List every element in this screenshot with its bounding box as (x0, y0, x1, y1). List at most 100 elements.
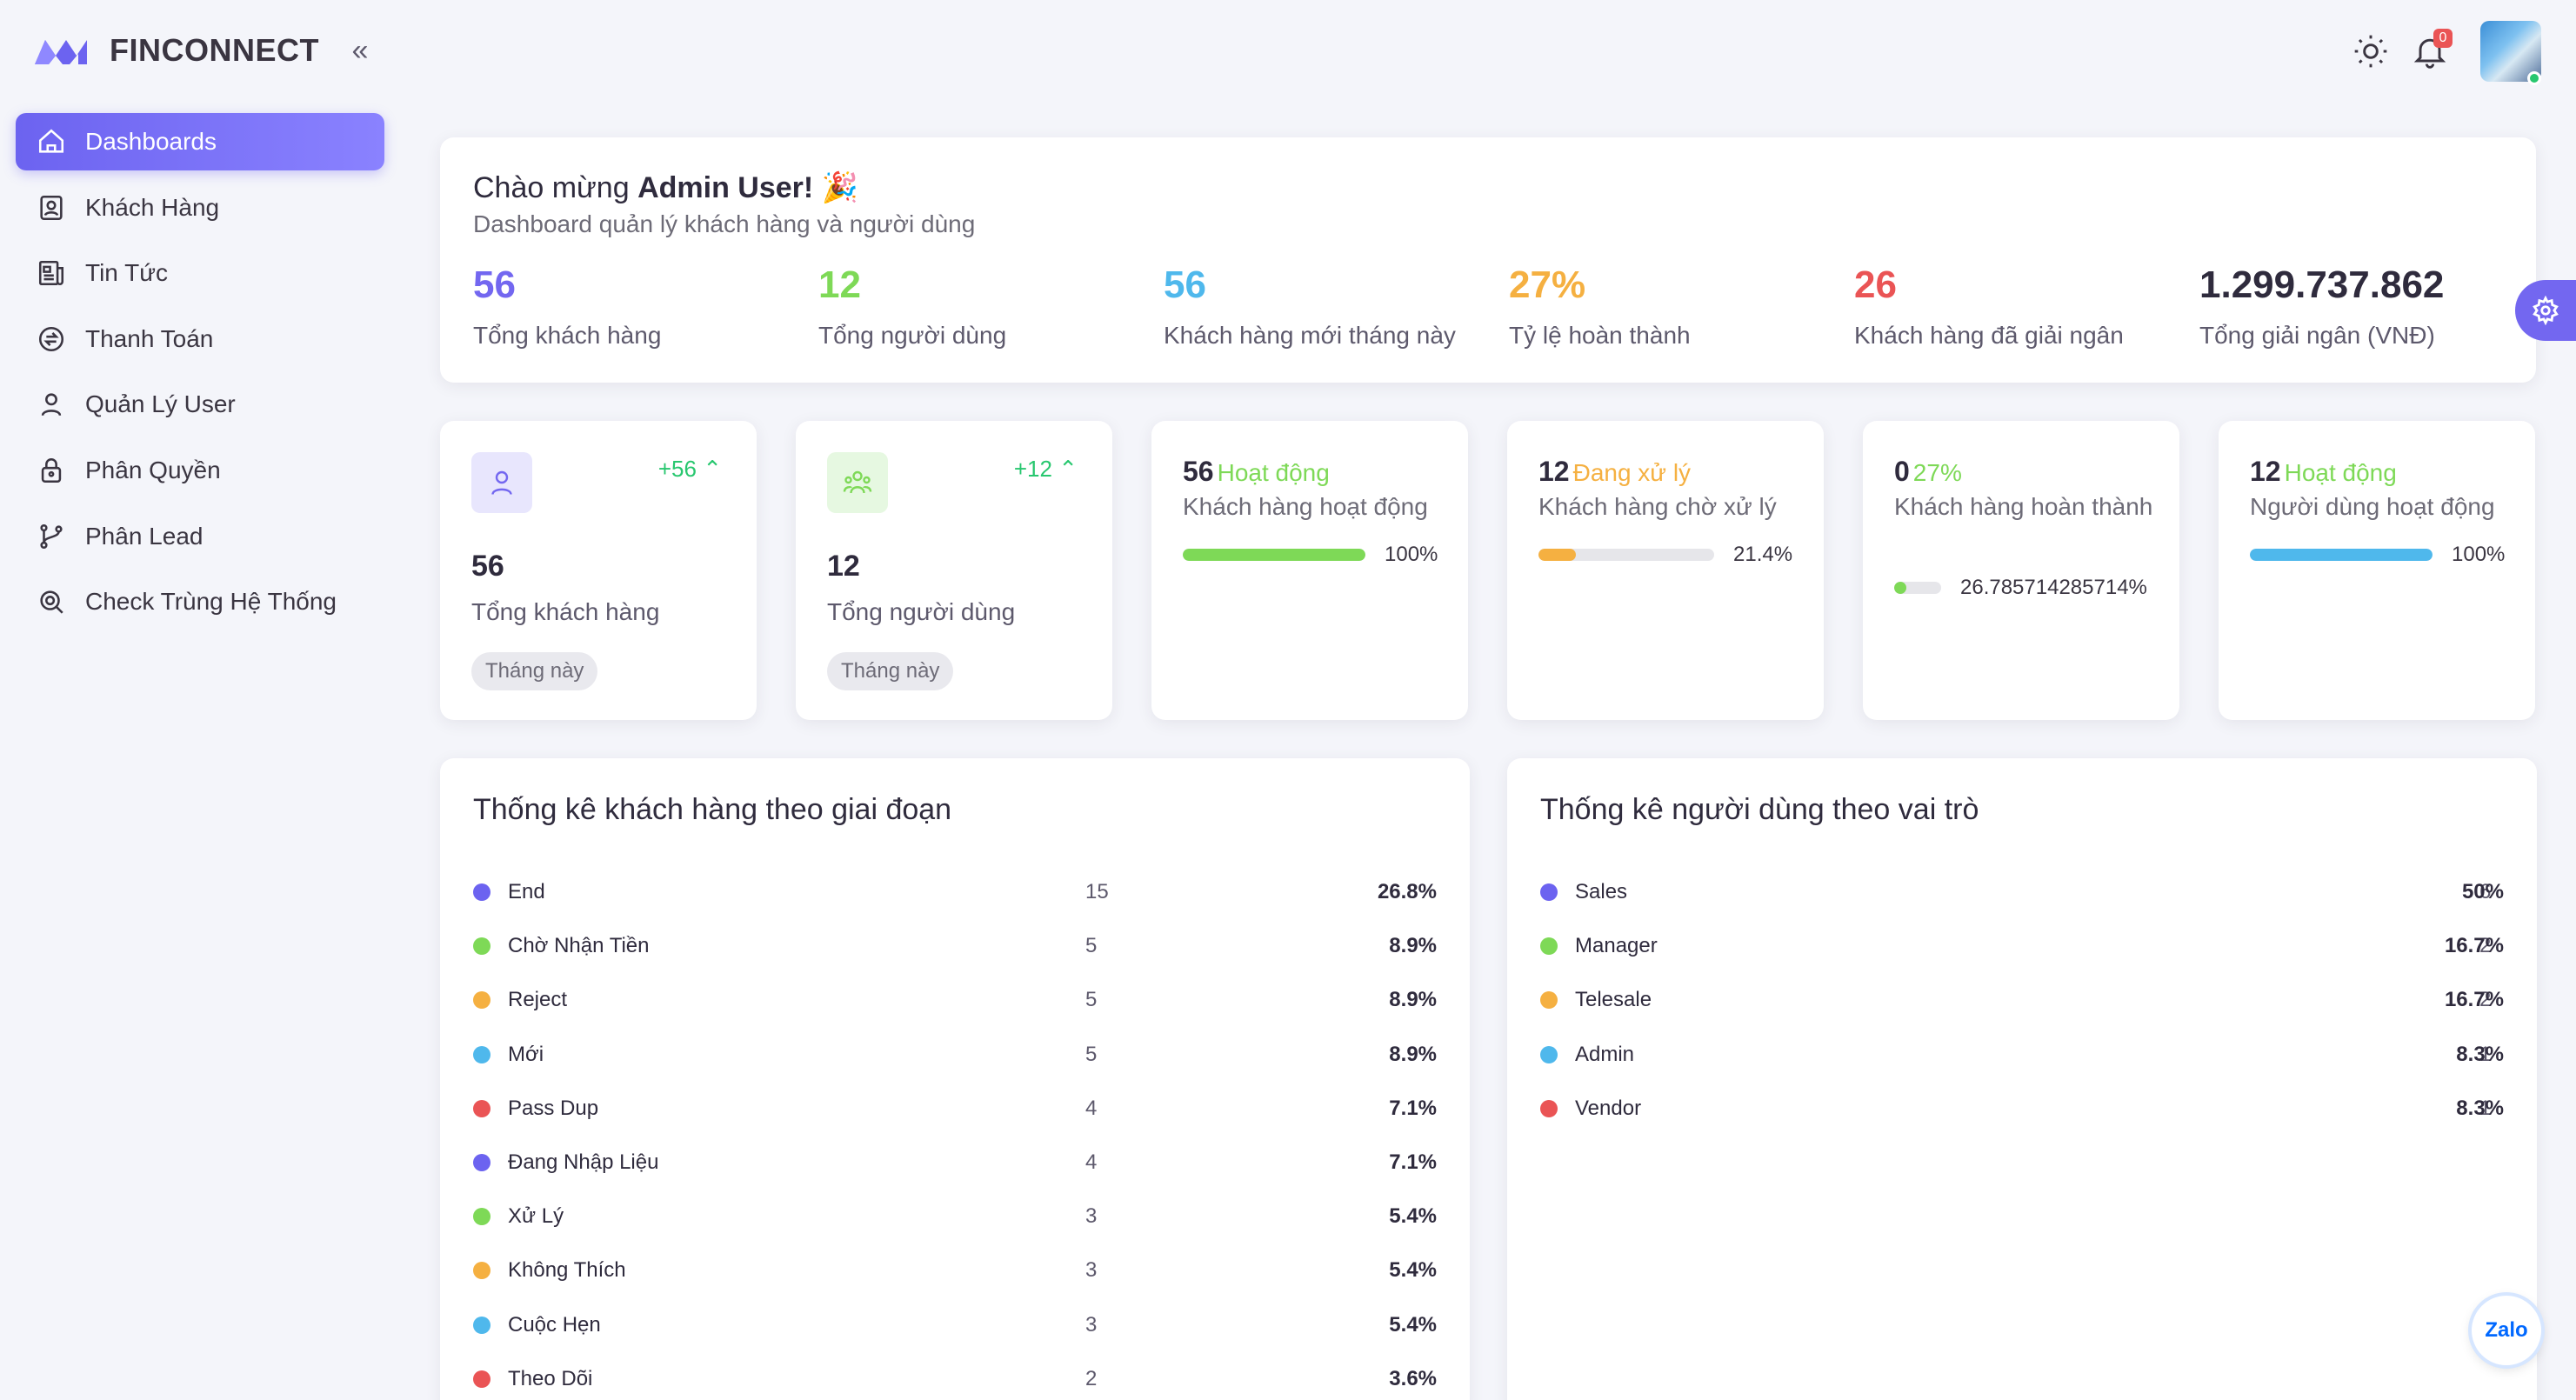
list-item-name: End (508, 880, 545, 903)
progress-label: Khách hàng hoàn thành (1894, 493, 2153, 520)
progress-percent: 100% (1385, 543, 1438, 566)
settings-button[interactable] (2515, 280, 2576, 341)
progress-bar (2250, 549, 2433, 561)
progress-percent: 100% (2452, 543, 2506, 566)
topbar-actions: 0 (2331, 21, 2541, 85)
sidebar-item-tin-tuc[interactable]: Tin Tức (16, 244, 384, 302)
welcome-card: Chào mừng Admin User! 🎉 Dashboard quản l… (440, 137, 2536, 383)
list-item-percent: 5.4% (1389, 1204, 1437, 1229)
list-item-count: 4 (1085, 1096, 1098, 1120)
stat-label: Tổng khách hàng (471, 598, 660, 625)
legend-dot (473, 1208, 491, 1226)
sidebar-item-label: Phân Lead (85, 522, 204, 550)
progress-status: Đang xử lý (1572, 459, 1692, 486)
sidebar-item-label: Quản Lý User (85, 390, 236, 418)
list-item-name: Sales (1575, 880, 1628, 903)
list-item-count: 5 (1085, 988, 1098, 1012)
brand[interactable]: FINCONNECT (31, 24, 319, 77)
list-item: Xử Lý 3 5.4% (473, 1199, 1437, 1234)
id-card-icon (40, 195, 63, 220)
trend-indicator: +56 ⌃ (657, 456, 722, 482)
progress-count: 0 (1894, 456, 1910, 487)
list-item-percent: 3.6% (1389, 1366, 1437, 1390)
kpi-total-users: 12 Tổng người dùng (818, 263, 1007, 350)
list-item-percent: 16.7% (2444, 934, 2504, 958)
list-item-count: 2 (2479, 988, 2492, 1012)
list-item-count: 1 (2479, 1042, 2492, 1066)
list-item-name: Cuộc Hẹn (508, 1312, 601, 1337)
chevron-up-icon: ⌃ (703, 456, 722, 482)
progress-status: Hoạt động (2284, 459, 2397, 486)
home-icon (38, 129, 64, 153)
list-item: Đang Nhập Liệu 4 7.1% (473, 1145, 1437, 1180)
list-item: Theo Dõi 2 3.6% (473, 1362, 1437, 1397)
avatar[interactable] (2480, 21, 2541, 85)
list-item-name: Pass Dup (508, 1096, 599, 1120)
legend-dot (1540, 991, 1558, 1010)
list-item-percent: 50% (2461, 880, 2504, 903)
list-item: End 15 26.8% (473, 875, 1437, 910)
stage-stats-card: Thống kê khách hàng theo giai đoạn End 15… (440, 758, 1470, 1400)
stat-card-users: +12 ⌃ 12 Tổng người dùng Tháng này (796, 421, 1112, 720)
search-check-icon (40, 590, 63, 614)
trend-indicator: +12 ⌃ (1013, 456, 1078, 482)
progress-count: 12 (1538, 456, 1570, 487)
kpi-row: 56 Tổng khách hàng 12 Tổng người dùng 56 Kh… (473, 266, 2545, 350)
sidebar-item-phan-quyen[interactable]: Phân Quyền (16, 442, 384, 499)
progress-label: Người dùng hoạt động (2250, 493, 2495, 520)
list-item: Telesale 2 16.7% (1540, 983, 2504, 1017)
progress-bar (1183, 549, 1365, 561)
gear-icon (2533, 296, 2559, 325)
users-group-icon (827, 452, 888, 513)
list-item: Mới 5 8.9% (473, 1037, 1437, 1072)
progress-percent: 21.4% (1733, 543, 1793, 566)
list-item-name: Admin (1575, 1042, 1635, 1066)
collapse-sidebar-icon[interactable]: « (351, 34, 369, 67)
legend-dot (473, 1370, 491, 1388)
stat-card-customers: +56 ⌃ 56 Tổng khách hàng Tháng này (440, 421, 757, 720)
sidebar-item-thanh-toan[interactable]: Thanh Toán (16, 310, 384, 368)
list-item-count: 2 (1085, 1366, 1098, 1390)
list-item-count: 6 (2479, 880, 2492, 903)
theme-toggle-icon[interactable] (2352, 32, 2390, 70)
sidebar-item-phan-lead[interactable]: Phân Lead (16, 508, 384, 565)
progress-card-active-customers: 56 Hoạt động Khách hàng hoạt động 100% (1151, 421, 1468, 720)
role-stats-card: Thống kê người dùng theo vai trò Sales 6 5… (1507, 758, 2537, 1400)
list-item-name: Manager (1575, 934, 1658, 958)
legend-dot (473, 937, 491, 956)
sidebar-item-label: Khách Hàng (85, 193, 220, 221)
list-item-percent: 5.4% (1389, 1312, 1437, 1337)
sidebar-item-dashboards[interactable]: Dashboards (16, 113, 384, 170)
notification-bell-icon[interactable]: 0 (2411, 29, 2453, 70)
list-item-count: 5 (1085, 934, 1098, 958)
zalo-label: Zalo (2485, 1318, 2528, 1342)
list-item-count: 15 (1085, 880, 1109, 903)
user-icon (41, 393, 62, 417)
kpi-disbursed-customers: 26 Khách hàng đã giải ngân (1854, 263, 2124, 350)
list-item-count: 3 (1085, 1204, 1098, 1229)
list-item-name: Không Thích (508, 1258, 626, 1283)
kpi-new-customers: 56 Khách hàng mới tháng này (1164, 263, 1456, 350)
sidebar-nav: Dashboards Khách Hàng Tin Tức Thanh Toán… (16, 113, 384, 639)
sidebar-item-quan-ly-user[interactable]: Quản Lý User (16, 376, 384, 433)
list-item-count: 2 (2479, 934, 2492, 958)
list-item-count: 3 (1085, 1312, 1098, 1337)
sidebar-item-khach-hang[interactable]: Khách Hàng (16, 179, 384, 237)
progress-count: 12 (2250, 456, 2281, 487)
progress-label: Khách hàng chờ xử lý (1538, 493, 1777, 520)
list-item-percent: 8.9% (1389, 988, 1437, 1012)
progress-label: Khách hàng hoạt động (1183, 493, 1428, 520)
kpi-total-customers: 56 Tổng khách hàng (473, 263, 662, 350)
progress-status: 27% (1912, 459, 1962, 486)
legend-dot (473, 1154, 491, 1171)
list-item: Sales 6 50% (1540, 875, 2504, 910)
legend-dot (1540, 1099, 1558, 1117)
sidebar-item-check-trung[interactable]: Check Trùng Hệ Thống (16, 573, 384, 630)
sidebar: FINCONNECT « Dashboards Khách Hàng Tin T… (0, 0, 400, 1400)
list-item-name: Mới (508, 1042, 544, 1066)
progress-card-completed-customers: 0 27% Khách hàng hoàn thành 26.7857142857… (1863, 421, 2179, 720)
sidebar-item-label: Check Trùng Hệ Thống (85, 588, 337, 616)
list-item-count: 1 (2479, 1096, 2492, 1120)
zalo-chat-button[interactable]: Zalo (2472, 1296, 2541, 1365)
progress-count: 56 (1183, 456, 1214, 487)
